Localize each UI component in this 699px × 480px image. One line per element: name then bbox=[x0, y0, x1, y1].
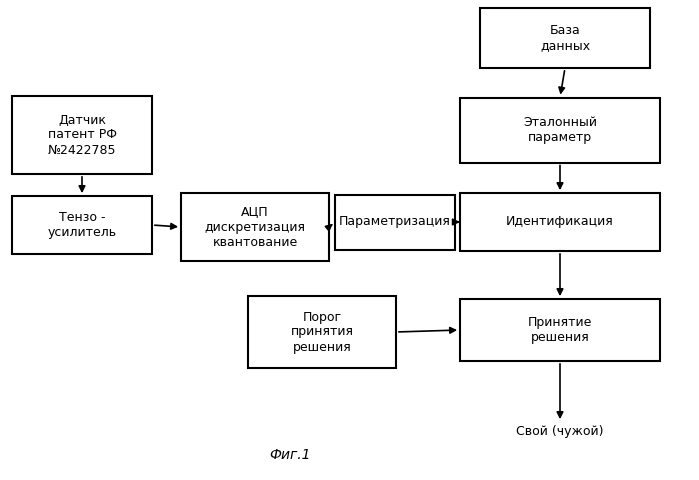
Text: Свой (чужой): Свой (чужой) bbox=[517, 425, 604, 439]
Text: Порог
принятия
решения: Порог принятия решения bbox=[291, 311, 354, 353]
Text: Датчик
патент РФ
№2422785: Датчик патент РФ №2422785 bbox=[48, 113, 117, 156]
Bar bbox=[181, 193, 329, 261]
Bar bbox=[460, 193, 660, 251]
Bar bbox=[248, 296, 396, 368]
Text: Принятие
решения: Принятие решения bbox=[528, 316, 592, 344]
Text: Идентификация: Идентификация bbox=[506, 216, 614, 228]
Bar bbox=[12, 196, 152, 254]
Bar bbox=[12, 96, 152, 174]
Text: Параметризация: Параметризация bbox=[339, 216, 451, 228]
Bar bbox=[460, 299, 660, 361]
Text: Эталонный
параметр: Эталонный параметр bbox=[523, 116, 597, 144]
Bar bbox=[335, 194, 455, 250]
Text: АЦП
дискретизация
квантование: АЦП дискретизация квантование bbox=[205, 205, 305, 249]
Text: Фиг.1: Фиг.1 bbox=[269, 448, 311, 462]
Bar bbox=[460, 97, 660, 163]
Text: База
данных: База данных bbox=[540, 24, 590, 52]
Bar bbox=[480, 8, 650, 68]
Text: Тензо -
усилитель: Тензо - усилитель bbox=[48, 211, 117, 239]
